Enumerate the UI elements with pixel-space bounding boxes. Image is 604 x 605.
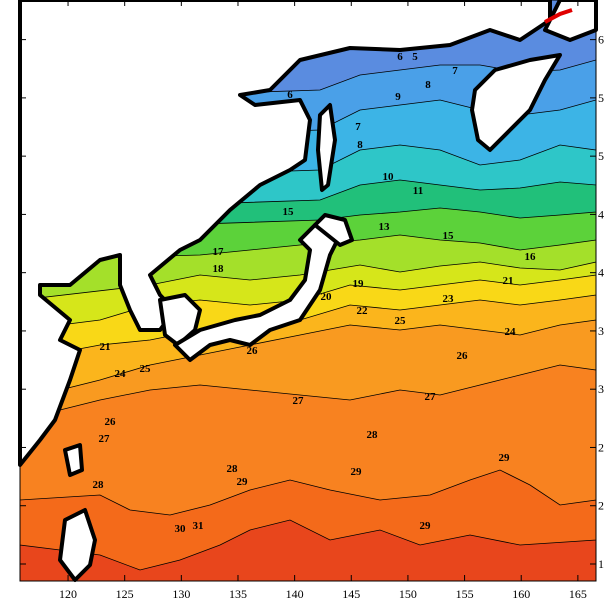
mainland [18, 0, 552, 467]
contour-label: 22 [357, 305, 369, 317]
contour-label: 15 [443, 230, 455, 242]
contour-label: 23 [443, 293, 455, 305]
contour-label: 9 [395, 91, 401, 103]
contour-label: 7 [452, 65, 458, 77]
contour-label: 6 [287, 89, 293, 101]
philippines [58, 508, 97, 582]
contour-label: 26 [457, 350, 469, 362]
x-tick-label: 150 [399, 587, 417, 601]
sakhalin [316, 103, 337, 192]
y-tick-label: 35 [598, 324, 604, 338]
contour-label: 17 [213, 246, 225, 258]
korea [158, 293, 202, 347]
contour-label: 28 [227, 463, 239, 475]
contour-label: 15 [283, 206, 295, 218]
contour-label: 13 [379, 221, 391, 233]
x-tick-label: 135 [229, 587, 247, 601]
contour-label: 16 [525, 251, 537, 263]
contour-label: 10 [383, 171, 395, 183]
x-tick-label: 145 [342, 587, 360, 601]
contour-label: 27 [425, 391, 437, 403]
contour-labels: 5678967810111315151617181920212223242526… [93, 51, 537, 535]
contour-label: 20 [321, 291, 333, 303]
contour-label: 28 [367, 429, 379, 441]
contour-label: 21 [503, 275, 514, 287]
contour-label: 28 [93, 479, 105, 491]
contour-label: 8 [425, 79, 431, 91]
contour-label: 27 [293, 395, 305, 407]
y-tick-label: 50 [598, 149, 604, 163]
contour-label: 26 [247, 345, 259, 357]
land-ne [543, 0, 598, 42]
x-tick-label: 155 [456, 587, 474, 601]
x-tick-label: 125 [116, 587, 134, 601]
coast-mark [544, 8, 573, 24]
x-tick-label: 130 [172, 587, 190, 601]
contour-label: 18 [213, 263, 225, 275]
contour-label: 26 [105, 416, 117, 428]
y-tick-label: 30 [598, 382, 604, 396]
land [18, 0, 598, 582]
x-tick-label: 120 [59, 587, 77, 601]
y-tick-label: 60 [598, 33, 604, 47]
contour-label: 6 [397, 51, 403, 63]
contour-label: 24 [505, 326, 517, 338]
contour-label: 25 [140, 363, 152, 375]
hokkaido [313, 213, 354, 247]
y-tick-label: 40 [598, 266, 604, 280]
contour-label: 31 [193, 520, 204, 532]
taiwan [63, 443, 84, 477]
contour-label: 21 [100, 341, 111, 353]
contour-label: 27 [99, 433, 111, 445]
contour-label: 30 [175, 523, 187, 535]
contour-label: 19 [353, 278, 365, 290]
kamchatka [470, 53, 562, 152]
y-tick-label: 15 [598, 557, 604, 571]
contour-label: 25 [395, 315, 407, 327]
contour-label: 5 [412, 51, 418, 63]
y-tick-label: 20 [598, 499, 604, 513]
y-tick-label: 55 [598, 91, 604, 105]
x-tick-label: 140 [286, 587, 304, 601]
y-tick-label: 25 [598, 440, 604, 454]
x-tick-label: 165 [569, 587, 587, 601]
x-tick-label: 160 [512, 587, 530, 601]
y-tick-label: 45 [598, 207, 604, 221]
contour-label: 29 [420, 520, 432, 532]
contour-label: 29 [499, 452, 511, 464]
contour-label: 24 [115, 368, 127, 380]
frame [19, 0, 597, 582]
contour-label: 29 [237, 476, 249, 488]
contour-label: 7 [355, 121, 361, 133]
contour-label: 29 [351, 466, 363, 478]
contour-label: 11 [413, 185, 423, 197]
contour-label: 8 [357, 139, 363, 151]
